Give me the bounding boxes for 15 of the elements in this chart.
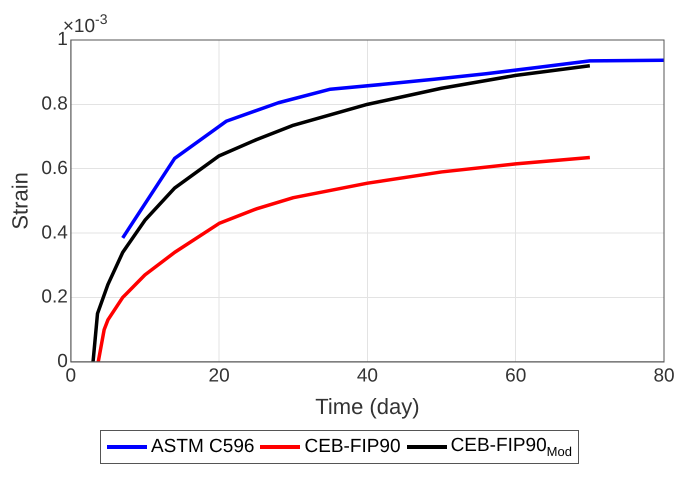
y-tick-label: 0	[57, 351, 68, 372]
y-tick-label: 0.6	[41, 158, 68, 179]
x-axis-title: Time (day)	[315, 394, 420, 419]
y-tick-label: 0.8	[41, 94, 68, 115]
x-tick-label: 20	[208, 365, 230, 386]
y-tick-label: 1	[57, 29, 68, 50]
x-tick-label: 60	[505, 365, 526, 386]
x-tick-label: 80	[653, 365, 675, 386]
y-tick-label: 0.2	[41, 286, 68, 308]
legend-label: CEB-FIP90$_{Mod}$	[450, 435, 572, 459]
x-tick-label: 40	[356, 365, 378, 386]
y-tick-label: 0.4	[41, 222, 68, 244]
legend-label: ASTM C596	[151, 436, 254, 458]
y-axis-title: Strain	[7, 172, 32, 230]
legend-label: CEB-FIP90	[304, 436, 401, 458]
